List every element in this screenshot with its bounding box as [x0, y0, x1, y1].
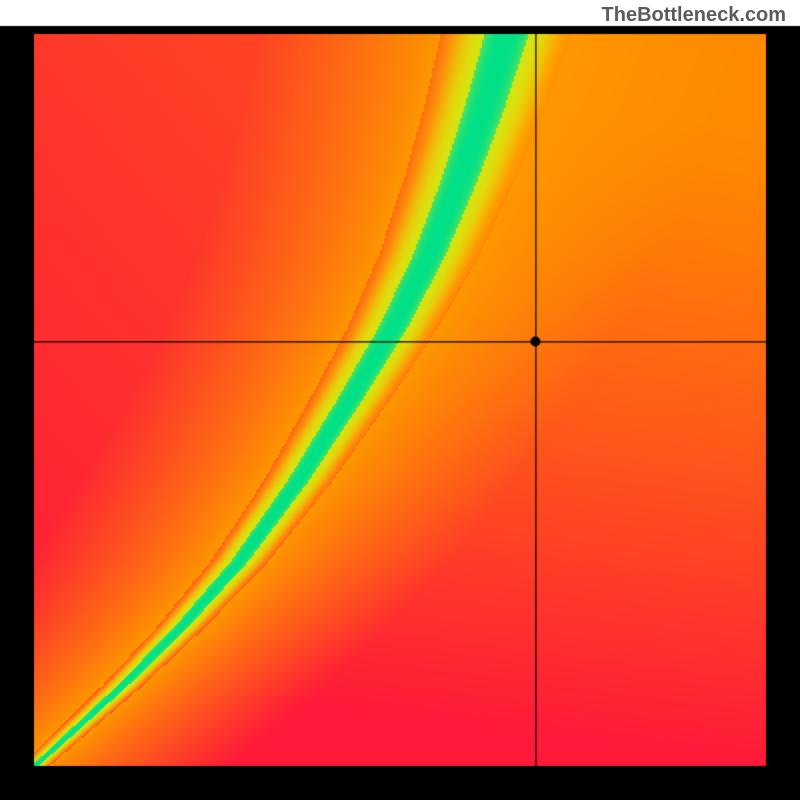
watermark-text: TheBottleneck.com — [602, 4, 786, 27]
bottleneck-heatmap — [0, 0, 800, 800]
